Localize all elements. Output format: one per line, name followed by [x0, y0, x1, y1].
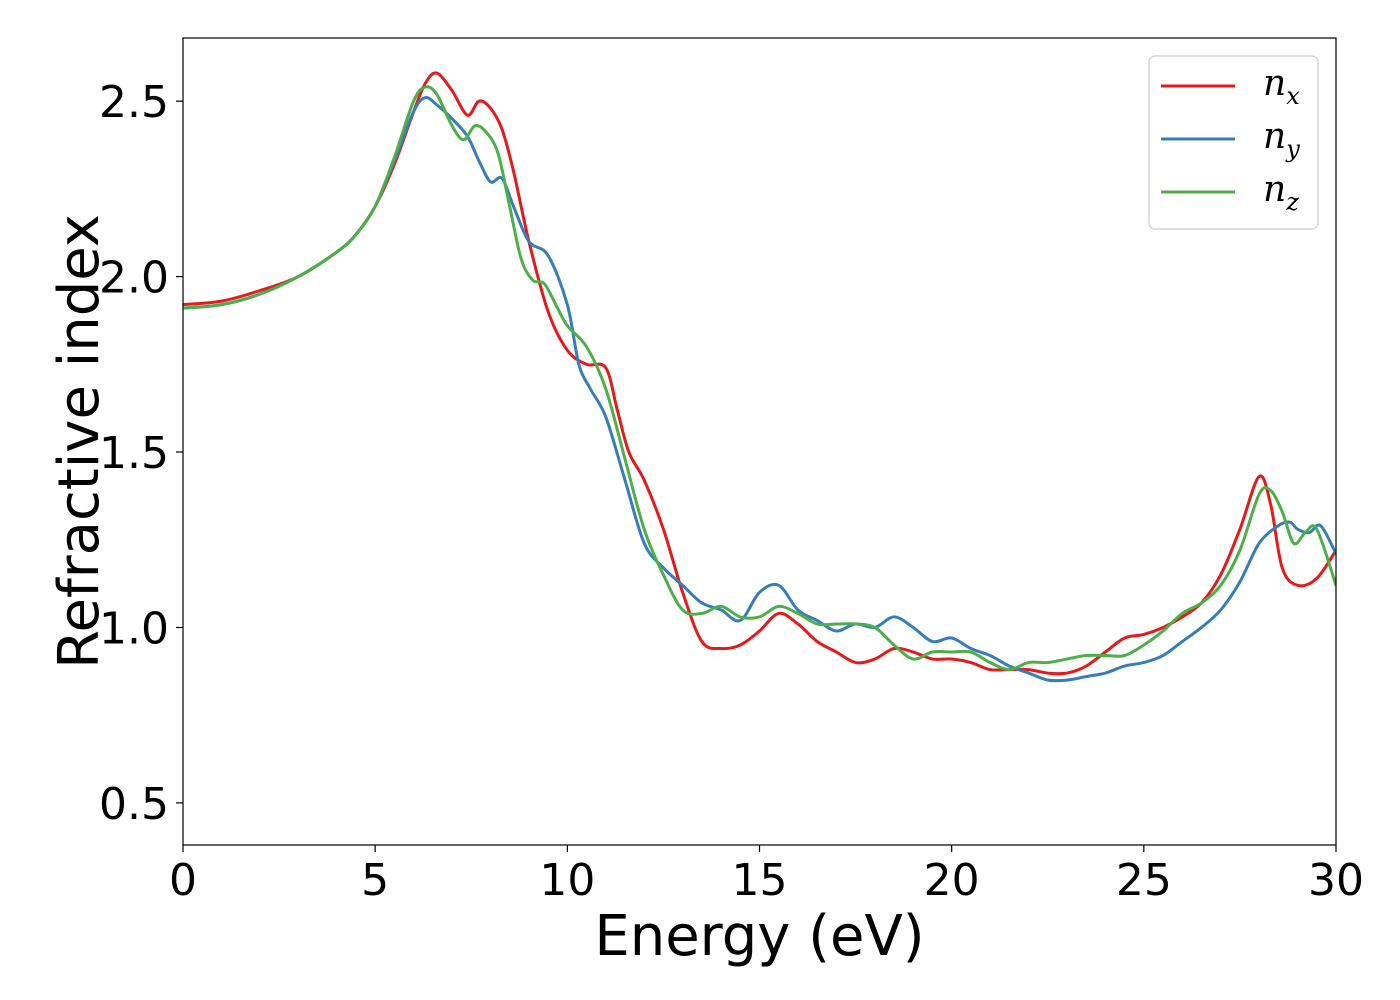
y-tick-label: 2.5: [99, 77, 169, 128]
series-layer: [183, 71, 1336, 683]
x-axis-label: Energy (eV): [594, 904, 924, 969]
series-line-n-y: [183, 95, 1336, 683]
series-line-n-x: [183, 71, 1336, 676]
legend-label-n-x: nx: [1263, 63, 1300, 110]
legend-label-n-z: nz: [1263, 169, 1299, 216]
x-tick-label: 10: [539, 855, 595, 906]
x-tick-label: 30: [1308, 855, 1364, 906]
series-line-n-z: [183, 85, 1336, 672]
y-tick-label: 0.5: [99, 779, 169, 830]
x-tick-label: 15: [732, 855, 788, 906]
x-tick-label: 25: [1116, 855, 1172, 906]
y-tick-label: 1.5: [99, 428, 169, 479]
x-tick-label: 20: [924, 855, 980, 906]
x-tick-label: 5: [361, 855, 389, 906]
x-tick-label: 0: [169, 855, 197, 906]
y-axis-label: Refractive index: [47, 214, 112, 669]
legend-label-n-y: ny: [1263, 116, 1300, 163]
y-tick-label: 1.0: [99, 603, 169, 654]
legend-box: [1148, 55, 1319, 230]
ticks-layer: 0 5 10 15 20 25 30 0.5 1.0 1.5 2.0 2.5: [99, 77, 1364, 906]
legend: nx ny nz: [1148, 55, 1319, 230]
y-tick-label: 2.0: [99, 253, 169, 304]
